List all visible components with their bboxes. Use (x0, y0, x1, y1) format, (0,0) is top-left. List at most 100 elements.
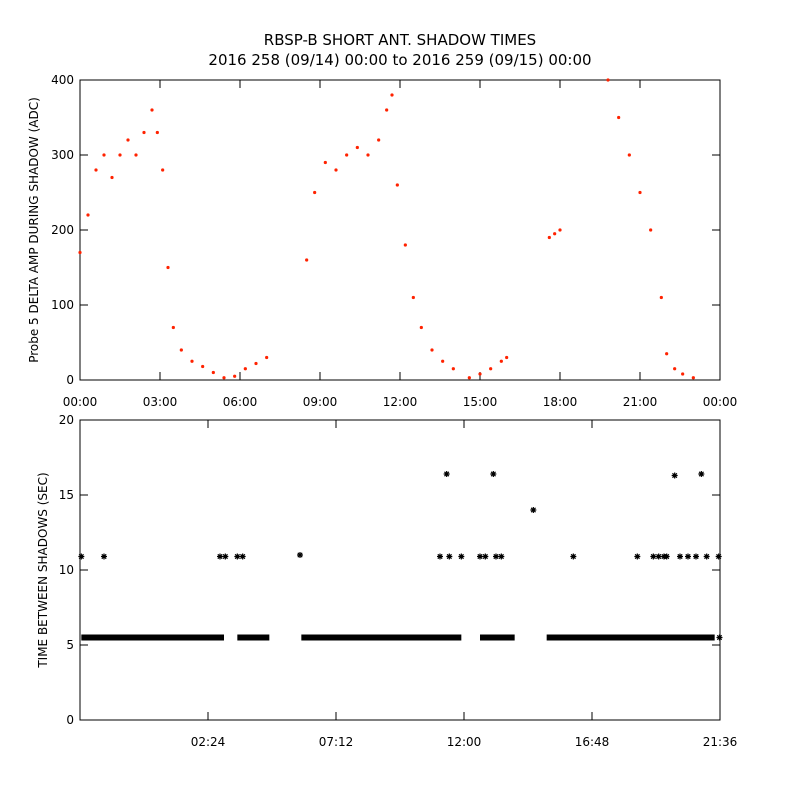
time-between-y-tick-label: 10 (59, 563, 74, 577)
time-between-point (101, 553, 107, 560)
delta-amp-point (86, 213, 90, 217)
time-between-point (685, 553, 691, 560)
delta-amp-point (419, 325, 423, 330)
time-between-y-tick-label: 5 (66, 638, 74, 652)
time-between-point (698, 471, 705, 477)
delta-amp-y-tick-label: 100 (51, 298, 74, 312)
time-between-point (634, 553, 641, 560)
time-between-band (81, 634, 224, 641)
delta-amp-point (190, 359, 194, 363)
delta-amp-point (390, 93, 394, 97)
time-between-point (78, 553, 85, 560)
time-between-point (239, 553, 246, 560)
time-between-point (437, 553, 443, 560)
delta-amp-ticks: 0 100 200 300 400 00:00 03:00 06:00 09:00 12:00 15… (51, 73, 737, 409)
delta-amp-point (691, 376, 695, 380)
time-between-point (490, 471, 497, 477)
time-between-x-tick-label: 16:48 (575, 735, 610, 749)
chart-title: RBSP-B SHORT ANT. SHADOW TIMES 2016 258 … (0, 30, 800, 70)
chart-title-line-1: RBSP-B SHORT ANT. SHADOW TIMES (263, 31, 537, 49)
time-between-point (234, 553, 241, 560)
time-between-points (78, 471, 723, 641)
chart-title-line-2: 2016 258 (09/14) 00:00 to 2016 259 (09/1… (208, 51, 592, 69)
delta-amp-point (118, 153, 122, 157)
delta-amp-point (161, 168, 165, 172)
delta-amp-point (411, 295, 415, 300)
delta-amp-point (345, 153, 349, 157)
time-between-point (715, 553, 722, 560)
time-between-point (703, 553, 710, 560)
delta-amp-point (313, 190, 317, 195)
time-between-point (716, 634, 723, 641)
time-between-x-tick-label: 07:12 (319, 735, 354, 749)
delta-amp-point (110, 175, 114, 180)
delta-amp-point (478, 372, 482, 376)
delta-amp-x-tick-label: 12:00 (383, 395, 418, 409)
delta-amp-point (366, 153, 370, 157)
delta-amp-panel: Probe 5 DELTA AMP DURING SHADOW (ADC) 0 1… (27, 73, 737, 409)
delta-amp-point (395, 183, 399, 187)
delta-amp-point (171, 325, 175, 330)
delta-amp-point (377, 138, 381, 142)
delta-amp-point (681, 372, 685, 376)
time-between-point (663, 553, 670, 560)
delta-amp-x-tick-label: 03:00 (143, 395, 178, 409)
delta-amp-point (142, 130, 146, 135)
delta-amp-point (78, 250, 82, 255)
delta-amp-x-tick-label: 18:00 (543, 395, 578, 409)
delta-amp-point (355, 145, 359, 150)
time-between-x-tick-label: 02:24 (191, 735, 226, 749)
delta-amp-point (201, 364, 205, 369)
delta-amp-point (627, 153, 631, 157)
delta-amp-point (659, 295, 663, 300)
time-between-point (477, 553, 483, 560)
time-between-point (677, 553, 683, 560)
delta-amp-point (649, 228, 653, 232)
time-between-point (222, 553, 229, 560)
delta-amp-point (617, 115, 621, 120)
delta-amp-y-axis-label: Probe 5 DELTA AMP DURING SHADOW (ADC) (27, 97, 41, 363)
delta-amp-point (673, 367, 677, 371)
delta-amp-point (166, 265, 170, 270)
delta-amp-point (305, 258, 309, 262)
time-between-point (650, 553, 657, 560)
delta-amp-point (265, 355, 269, 360)
delta-amp-x-tick-label: 06:00 (223, 395, 258, 409)
delta-amp-x-tick-label: 00:00 (63, 395, 98, 409)
delta-amp-point (403, 243, 407, 247)
time-between-band (237, 634, 270, 641)
delta-amp-point (211, 370, 215, 375)
time-between-band (480, 634, 515, 641)
delta-amp-point (254, 361, 258, 366)
delta-amp-point (233, 374, 237, 378)
delta-amp-point (606, 78, 610, 82)
time-between-plot-frame (79, 419, 721, 721)
time-between-panel: TIME BETWEEN SHADOWS (SEC) 0 5 10 15 20 02:24… (36, 413, 737, 749)
delta-amp-point (94, 168, 98, 172)
delta-amp-point (179, 348, 183, 352)
time-between-point (482, 553, 489, 560)
delta-amp-y-tick-label: 0 (66, 373, 74, 387)
time-between-x-tick-label: 12:00 (447, 735, 482, 749)
delta-amp-points (78, 78, 695, 380)
delta-amp-y-tick-label: 400 (51, 73, 74, 87)
delta-amp-point (441, 359, 445, 363)
time-between-point (570, 553, 577, 560)
delta-amp-point (467, 376, 471, 380)
delta-amp-x-tick-label: 15:00 (463, 395, 498, 409)
time-between-x-tick-label: 21:36 (703, 735, 738, 749)
delta-amp-point (385, 108, 389, 112)
delta-amp-point (222, 376, 226, 380)
time-between-point (443, 471, 450, 477)
time-between-point (530, 507, 537, 513)
time-between-point (217, 553, 223, 560)
delta-amp-point (505, 355, 509, 360)
delta-amp-point (553, 232, 557, 236)
time-between-y-tick-label: 0 (66, 713, 74, 727)
delta-amp-x-tick-label: 21:00 (623, 395, 658, 409)
time-between-y-tick-label: 20 (59, 413, 74, 427)
delta-amp-point (150, 108, 154, 112)
delta-amp-point (126, 138, 130, 142)
delta-amp-point (323, 160, 327, 165)
